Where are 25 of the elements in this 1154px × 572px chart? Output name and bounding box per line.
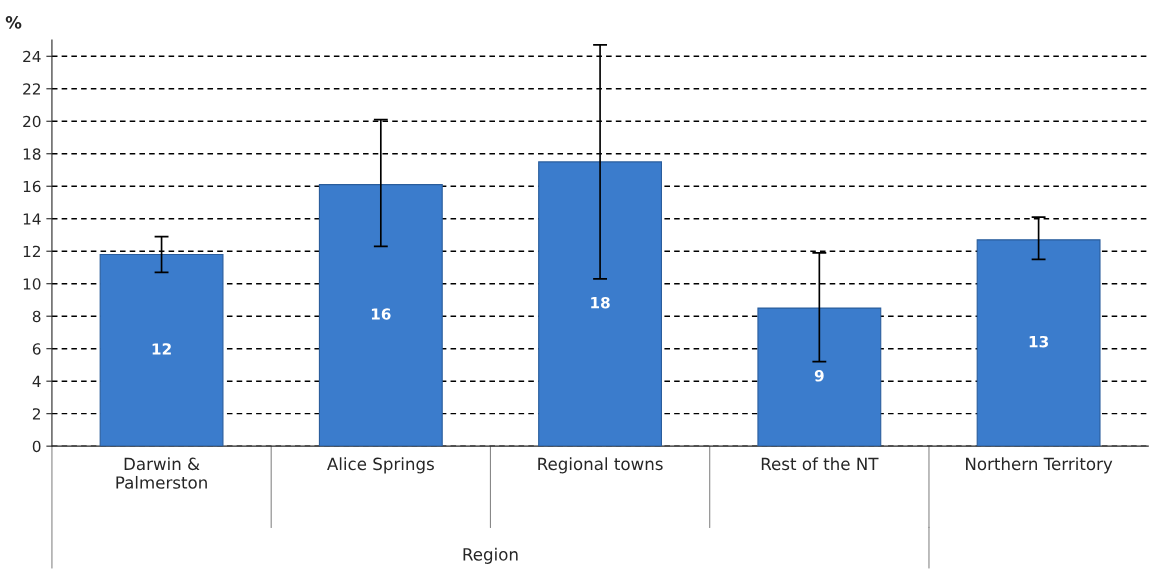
data-label: 9 — [814, 370, 824, 382]
y-tick-label: 8 — [32, 310, 41, 323]
y-tick-label: 0 — [32, 440, 41, 453]
data-label: 16 — [371, 308, 391, 320]
y-tick-label: 4 — [32, 375, 41, 387]
x-tick-label: Northern Territory — [966, 457, 1113, 474]
y-tick-label: 18 — [23, 148, 41, 160]
data-label: 13 — [1029, 335, 1049, 348]
y-tick-label: 2 — [32, 408, 40, 420]
y-tick-label: 22 — [23, 83, 40, 95]
y-tick-label: 24 — [23, 50, 41, 63]
y-tick-label: 14 — [23, 213, 41, 225]
x-tick-label: Darwin & Palmerston — [116, 457, 207, 489]
y-tick-label: 10 — [23, 278, 41, 290]
x-tick-label: Alice Springs — [327, 457, 434, 474]
y-axis-title: % — [5, 16, 22, 29]
y-tick-label: 20 — [23, 115, 41, 128]
y-tick-label: 16 — [23, 180, 41, 193]
y-tick-label: 12 — [23, 245, 40, 258]
x-tick-label: Rest of the NT — [761, 457, 879, 471]
data-label: 12 — [152, 343, 171, 355]
x-tick-label: Regional towns — [538, 457, 663, 474]
y-tick-label: 6 — [32, 343, 41, 355]
data-label: 18 — [591, 296, 610, 309]
x-axis-title: Region — [463, 547, 518, 564]
